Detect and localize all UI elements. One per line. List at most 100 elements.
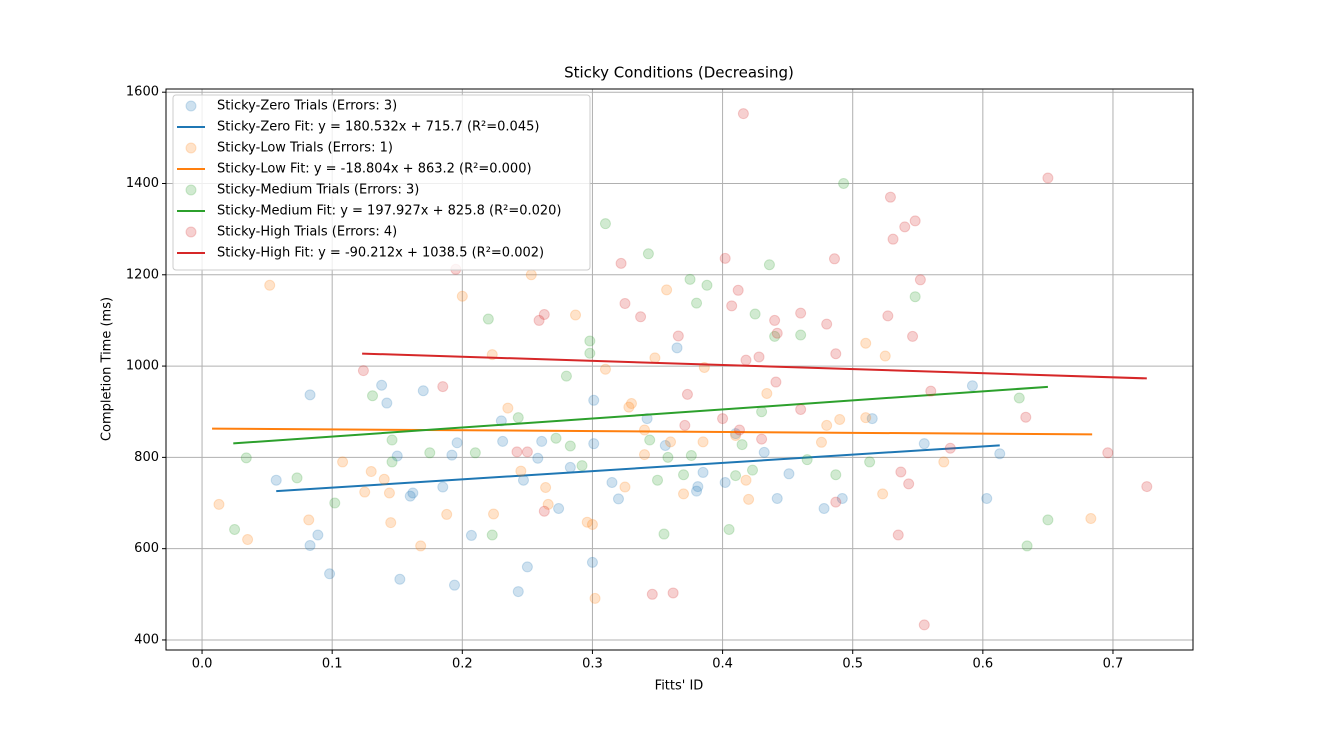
scatter-point bbox=[730, 470, 742, 482]
scatter-point bbox=[623, 401, 635, 413]
scatter-point bbox=[994, 448, 1006, 460]
scatter-point bbox=[899, 221, 911, 233]
scatter-point bbox=[719, 476, 731, 488]
scatter-point bbox=[836, 492, 848, 504]
scatter-point bbox=[378, 473, 390, 485]
scatter-point bbox=[1102, 447, 1114, 459]
y-tick-label: 1200 bbox=[126, 267, 159, 282]
y-tick-label: 1000 bbox=[126, 359, 159, 374]
scatter-point bbox=[407, 487, 419, 499]
x-tick-label: 0.4 bbox=[712, 657, 733, 672]
scatter-point bbox=[882, 310, 894, 322]
scatter-point bbox=[815, 436, 827, 448]
scatter-point bbox=[542, 498, 554, 510]
scatter-point bbox=[763, 259, 775, 271]
scatter-point bbox=[756, 406, 768, 418]
scatter-point bbox=[538, 505, 550, 517]
scatter-point bbox=[692, 481, 704, 493]
scatter-point bbox=[892, 529, 904, 541]
legend-marker bbox=[185, 100, 197, 112]
scatter-point bbox=[756, 433, 768, 445]
scatter-point bbox=[367, 390, 379, 402]
scatter-point bbox=[386, 434, 398, 446]
scatter-point bbox=[521, 561, 533, 573]
legend-marker bbox=[185, 142, 197, 154]
scatter-point bbox=[291, 472, 303, 484]
scatter-point bbox=[646, 588, 658, 600]
scatter-point bbox=[497, 435, 509, 447]
scatter-point bbox=[866, 413, 878, 425]
scatter-point bbox=[966, 380, 978, 392]
scatter-point bbox=[644, 434, 656, 446]
scatter-point bbox=[465, 529, 477, 541]
scatter-point bbox=[838, 177, 850, 189]
scatter-point bbox=[740, 474, 752, 486]
scatter-point bbox=[830, 496, 842, 508]
scatter-point bbox=[918, 438, 930, 450]
legend-label: Sticky-High Fit: y = -90.212x + 1038.5 (… bbox=[217, 246, 544, 261]
scatter-point bbox=[488, 508, 500, 520]
scatter-point bbox=[649, 352, 661, 364]
scatter-point bbox=[642, 248, 654, 260]
scatter-point bbox=[678, 469, 690, 481]
scatter-point bbox=[887, 233, 899, 245]
scatter-point bbox=[981, 492, 993, 504]
fit-line bbox=[276, 444, 1000, 493]
scatter-point bbox=[404, 490, 416, 502]
scatter-point bbox=[684, 273, 696, 285]
scatter-point bbox=[329, 497, 341, 509]
y-tick-label: 1400 bbox=[126, 176, 159, 191]
scatter-point bbox=[446, 449, 458, 461]
scatter-point bbox=[532, 452, 544, 464]
scatter-point bbox=[903, 478, 915, 490]
x-tick-label: 0.3 bbox=[582, 657, 603, 672]
scatter-point bbox=[304, 539, 316, 551]
scatter-point bbox=[417, 385, 429, 397]
scatter-point bbox=[701, 279, 713, 291]
x-axis-label: Fitts' ID bbox=[655, 679, 704, 694]
scatter-point bbox=[719, 252, 731, 264]
scatter-point bbox=[564, 461, 576, 473]
scatter-point bbox=[615, 257, 627, 269]
scatter-point bbox=[394, 573, 406, 585]
scatter-point bbox=[761, 387, 773, 399]
legend-label: Sticky-Medium Fit: y = 197.927x + 825.8 … bbox=[217, 204, 562, 219]
fit-line bbox=[212, 427, 1093, 436]
legend-label: Sticky-Low Fit: y = -18.804x + 863.2 (R²… bbox=[217, 162, 532, 177]
scatter-point bbox=[553, 502, 565, 514]
scatter-point bbox=[538, 308, 550, 320]
scatter-point bbox=[638, 424, 650, 436]
scatter-point bbox=[879, 350, 891, 362]
scatter-point bbox=[415, 540, 427, 552]
scatter-point bbox=[304, 389, 316, 401]
scatter-point bbox=[783, 468, 795, 480]
scatter-point bbox=[303, 514, 315, 526]
scatter-point bbox=[925, 385, 937, 397]
scatter-point bbox=[584, 335, 596, 347]
fit-line bbox=[233, 385, 1048, 445]
scatter-point bbox=[482, 313, 494, 325]
scatter-point bbox=[619, 481, 631, 493]
scatter-point bbox=[456, 290, 468, 302]
legend-marker bbox=[185, 226, 197, 238]
scatter-point bbox=[795, 329, 807, 341]
scatter-point bbox=[795, 307, 807, 319]
scatter-point bbox=[1085, 513, 1097, 525]
scatter-point bbox=[652, 474, 664, 486]
scatter-point bbox=[536, 435, 548, 447]
x-tick-label: 0.1 bbox=[322, 657, 343, 672]
x-tick-label: 0.7 bbox=[1103, 657, 1124, 672]
scatter-point bbox=[270, 474, 282, 486]
scatter-point bbox=[586, 518, 598, 530]
scatter-point bbox=[732, 284, 744, 296]
scatter-point bbox=[635, 311, 647, 323]
y-tick-label: 400 bbox=[134, 632, 159, 647]
scatter-point bbox=[589, 592, 601, 604]
scatter-point bbox=[662, 451, 674, 463]
legend-label: Sticky-High Trials (Errors: 4) bbox=[217, 225, 397, 240]
scatter-point bbox=[679, 419, 691, 431]
scatter-point bbox=[357, 365, 369, 377]
scatter-point bbox=[449, 579, 461, 591]
scatter-point bbox=[599, 218, 611, 230]
scatter-point bbox=[821, 318, 833, 330]
